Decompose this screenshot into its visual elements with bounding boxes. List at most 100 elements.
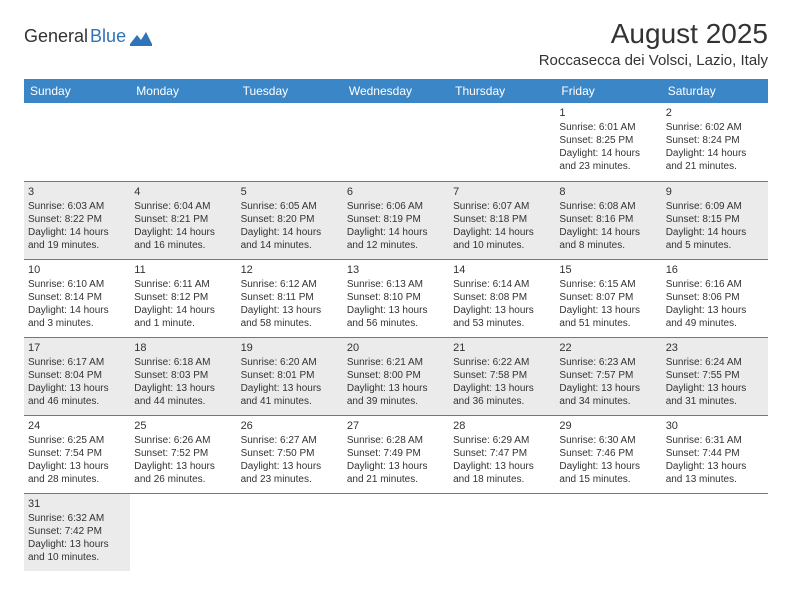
day-info-line: Sunrise: 6:29 AM xyxy=(453,434,551,447)
calendar-cell: 21Sunrise: 6:22 AMSunset: 7:58 PMDayligh… xyxy=(449,337,555,415)
calendar-cell-empty xyxy=(449,103,555,181)
calendar-cell-empty xyxy=(449,493,555,571)
day-info-line: Sunset: 8:25 PM xyxy=(559,134,657,147)
day-info-line: Daylight: 13 hours xyxy=(453,460,551,473)
day-info-line: Sunset: 7:58 PM xyxy=(453,369,551,382)
day-info-line: Sunset: 8:16 PM xyxy=(559,213,657,226)
day-info-line: Sunset: 8:01 PM xyxy=(241,369,339,382)
calendar-cell-empty xyxy=(343,103,449,181)
day-info-line: Daylight: 13 hours xyxy=(666,460,764,473)
day-info-line: and 21 minutes. xyxy=(347,473,445,486)
day-info-line: Sunset: 8:10 PM xyxy=(347,291,445,304)
day-info-line: and 36 minutes. xyxy=(453,395,551,408)
logo: GeneralBlue xyxy=(24,18,152,47)
calendar-cell: 12Sunrise: 6:12 AMSunset: 8:11 PMDayligh… xyxy=(237,259,343,337)
calendar-week-row: 24Sunrise: 6:25 AMSunset: 7:54 PMDayligh… xyxy=(24,415,768,493)
calendar-cell: 15Sunrise: 6:15 AMSunset: 8:07 PMDayligh… xyxy=(555,259,661,337)
calendar-cell: 25Sunrise: 6:26 AMSunset: 7:52 PMDayligh… xyxy=(130,415,236,493)
calendar-cell: 29Sunrise: 6:30 AMSunset: 7:46 PMDayligh… xyxy=(555,415,661,493)
day-info-line: Daylight: 13 hours xyxy=(559,460,657,473)
day-info-line: Daylight: 13 hours xyxy=(559,304,657,317)
day-info-line: Sunset: 8:08 PM xyxy=(453,291,551,304)
day-info-line: and 14 minutes. xyxy=(241,239,339,252)
day-number: 4 xyxy=(134,185,232,199)
day-info-line: Sunrise: 6:21 AM xyxy=(347,356,445,369)
day-number: 1 xyxy=(559,106,657,120)
day-number: 24 xyxy=(28,419,126,433)
day-info-line: and 21 minutes. xyxy=(666,160,764,173)
header: GeneralBlue August 2025 Roccasecca dei V… xyxy=(24,18,768,69)
day-info-line: Daylight: 13 hours xyxy=(453,304,551,317)
day-info-line: Sunrise: 6:25 AM xyxy=(28,434,126,447)
calendar-body: 1Sunrise: 6:01 AMSunset: 8:25 PMDaylight… xyxy=(24,103,768,571)
day-info-line: Sunrise: 6:14 AM xyxy=(453,278,551,291)
day-info-line: Sunrise: 6:03 AM xyxy=(28,200,126,213)
day-number: 29 xyxy=(559,419,657,433)
day-info-line: Sunrise: 6:11 AM xyxy=(134,278,232,291)
day-info-line: and 10 minutes. xyxy=(28,551,126,564)
day-number: 18 xyxy=(134,341,232,355)
calendar-week-row: 31Sunrise: 6:32 AMSunset: 7:42 PMDayligh… xyxy=(24,493,768,571)
day-info-line: Sunrise: 6:09 AM xyxy=(666,200,764,213)
day-number: 9 xyxy=(666,185,764,199)
day-number: 14 xyxy=(453,263,551,277)
day-info-line: Sunrise: 6:28 AM xyxy=(347,434,445,447)
weekday-header: Sunday xyxy=(24,79,130,103)
day-info-line: Sunset: 7:55 PM xyxy=(666,369,764,382)
day-info-line: Daylight: 14 hours xyxy=(28,226,126,239)
day-info-line: Daylight: 13 hours xyxy=(241,460,339,473)
weekday-header: Tuesday xyxy=(237,79,343,103)
day-info-line: Sunrise: 6:15 AM xyxy=(559,278,657,291)
day-info-line: Daylight: 14 hours xyxy=(28,304,126,317)
calendar-cell: 1Sunrise: 6:01 AMSunset: 8:25 PMDaylight… xyxy=(555,103,661,181)
day-number: 10 xyxy=(28,263,126,277)
day-info-line: and 28 minutes. xyxy=(28,473,126,486)
day-info-line: Daylight: 13 hours xyxy=(347,382,445,395)
calendar-table: SundayMondayTuesdayWednesdayThursdayFrid… xyxy=(24,79,768,571)
day-info-line: and 34 minutes. xyxy=(559,395,657,408)
day-info-line: Sunset: 8:20 PM xyxy=(241,213,339,226)
calendar-page: GeneralBlue August 2025 Roccasecca dei V… xyxy=(0,0,792,589)
calendar-cell: 7Sunrise: 6:07 AMSunset: 8:18 PMDaylight… xyxy=(449,181,555,259)
day-info-line: Daylight: 14 hours xyxy=(666,226,764,239)
calendar-cell: 28Sunrise: 6:29 AMSunset: 7:47 PMDayligh… xyxy=(449,415,555,493)
calendar-cell: 9Sunrise: 6:09 AMSunset: 8:15 PMDaylight… xyxy=(662,181,768,259)
day-number: 31 xyxy=(28,497,126,511)
calendar-cell: 20Sunrise: 6:21 AMSunset: 8:00 PMDayligh… xyxy=(343,337,449,415)
logo-text-dark: General xyxy=(24,26,88,47)
calendar-cell: 2Sunrise: 6:02 AMSunset: 8:24 PMDaylight… xyxy=(662,103,768,181)
day-info-line: Sunset: 8:03 PM xyxy=(134,369,232,382)
day-number: 16 xyxy=(666,263,764,277)
day-number: 5 xyxy=(241,185,339,199)
day-info-line: Sunset: 7:50 PM xyxy=(241,447,339,460)
day-info-line: Daylight: 13 hours xyxy=(453,382,551,395)
day-info-line: Sunrise: 6:17 AM xyxy=(28,356,126,369)
day-info-line: Sunrise: 6:12 AM xyxy=(241,278,339,291)
day-info-line: and 58 minutes. xyxy=(241,317,339,330)
day-info-line: Sunrise: 6:23 AM xyxy=(559,356,657,369)
day-info-line: Sunrise: 6:06 AM xyxy=(347,200,445,213)
weekday-header: Thursday xyxy=(449,79,555,103)
calendar-cell: 19Sunrise: 6:20 AMSunset: 8:01 PMDayligh… xyxy=(237,337,343,415)
day-number: 23 xyxy=(666,341,764,355)
calendar-cell-empty xyxy=(237,493,343,571)
calendar-cell: 30Sunrise: 6:31 AMSunset: 7:44 PMDayligh… xyxy=(662,415,768,493)
calendar-cell: 13Sunrise: 6:13 AMSunset: 8:10 PMDayligh… xyxy=(343,259,449,337)
day-info-line: Sunset: 8:14 PM xyxy=(28,291,126,304)
day-info-line: Sunset: 7:42 PM xyxy=(28,525,126,538)
day-info-line: and 10 minutes. xyxy=(453,239,551,252)
day-info-line: Sunrise: 6:13 AM xyxy=(347,278,445,291)
calendar-cell: 8Sunrise: 6:08 AMSunset: 8:16 PMDaylight… xyxy=(555,181,661,259)
day-info-line: Sunrise: 6:02 AM xyxy=(666,121,764,134)
day-number: 26 xyxy=(241,419,339,433)
day-info-line: and 18 minutes. xyxy=(453,473,551,486)
day-info-line: Sunset: 8:12 PM xyxy=(134,291,232,304)
day-info-line: Daylight: 13 hours xyxy=(28,460,126,473)
calendar-header-row: SundayMondayTuesdayWednesdayThursdayFrid… xyxy=(24,79,768,103)
calendar-cell: 18Sunrise: 6:18 AMSunset: 8:03 PMDayligh… xyxy=(130,337,236,415)
day-number: 13 xyxy=(347,263,445,277)
day-info-line: and 12 minutes. xyxy=(347,239,445,252)
calendar-week-row: 1Sunrise: 6:01 AMSunset: 8:25 PMDaylight… xyxy=(24,103,768,181)
day-info-line: Sunset: 7:46 PM xyxy=(559,447,657,460)
day-info-line: Sunset: 8:19 PM xyxy=(347,213,445,226)
